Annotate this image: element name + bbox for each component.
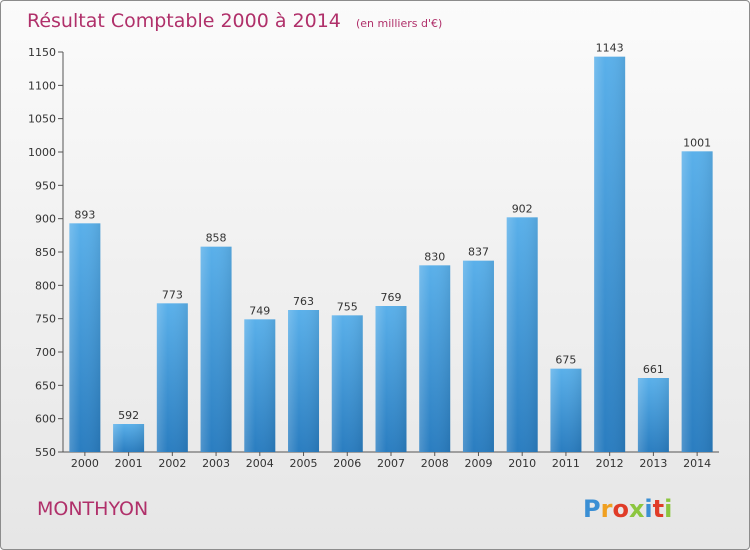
bar-value-label: 1143: [596, 42, 624, 55]
bar-value-label: 661: [643, 363, 664, 376]
bar-value-label: 1001: [683, 136, 711, 149]
logo-letter: i: [664, 495, 672, 523]
bar-shine-2010: [506, 217, 538, 452]
bar-value-label: 837: [468, 246, 489, 259]
x-tick-label: 2004: [246, 457, 274, 470]
y-tick-label: 1100: [28, 79, 56, 92]
x-tick-label: 2006: [333, 457, 361, 470]
y-tick-label: 550: [35, 446, 56, 459]
y-tick-label: 1050: [28, 113, 56, 126]
y-tick-label: 800: [35, 279, 56, 292]
bar-value-label: 749: [249, 304, 270, 317]
y-tick-label: 750: [35, 313, 56, 326]
logo-letter: o: [612, 495, 629, 523]
bar-value-label: 858: [206, 232, 227, 245]
logo-letter: x: [629, 495, 645, 523]
chart-title-main: Résultat Comptable 2000 à 2014: [27, 10, 341, 32]
bar-shine-2011: [550, 368, 582, 452]
bar-shine-2007: [375, 306, 407, 452]
y-tick-label: 1000: [28, 146, 56, 159]
x-tick-label: 2009: [464, 457, 492, 470]
x-tick-label: 2007: [377, 457, 405, 470]
town-name: MONTHYON: [37, 498, 148, 520]
bar-shine-2001: [113, 424, 145, 452]
y-tick-label: 700: [35, 346, 56, 359]
y-tick-label: 850: [35, 246, 56, 259]
bar-value-label: 830: [424, 250, 445, 263]
proxiti-logo: Proxiti: [583, 495, 672, 523]
y-tick-label: 1150: [28, 46, 56, 59]
x-axis: 2000 2001 2002 2003 2004 2005 2006 2007 2008 2009…: [63, 451, 719, 470]
chart-title-unit: (en milliers d'€): [356, 17, 442, 30]
y-tick-label: 600: [35, 413, 56, 426]
bar-shine-2000: [69, 223, 101, 452]
bar-shine-2005: [288, 310, 320, 452]
bar-value-label: 675: [555, 354, 576, 367]
logo-letter: i: [644, 495, 652, 523]
x-tick-label: 2013: [639, 457, 667, 470]
x-tick-label: 2011: [552, 457, 580, 470]
bar-shine-2003: [200, 246, 232, 452]
bar-value-label: 893: [74, 208, 95, 221]
y-tick-label: 900: [35, 213, 56, 226]
bar-shine-2008: [419, 265, 451, 452]
x-tick-label: 2012: [596, 457, 624, 470]
logo-letter: r: [601, 495, 613, 523]
x-tick-label: 2008: [421, 457, 449, 470]
bar-value-label: 763: [293, 295, 314, 308]
bar-value-label: 755: [337, 300, 358, 313]
bar-shine-2012: [594, 56, 626, 453]
bar-value-label: 769: [381, 291, 402, 304]
bar-shine-2006: [331, 315, 363, 452]
bar-shine-2002: [156, 303, 188, 452]
x-tick-label: 2014: [683, 457, 711, 470]
bar-shine-2009: [462, 260, 494, 452]
bar-value-label: 773: [162, 288, 183, 301]
bar-series: 893 592 773 858 749 763 755 769 830 837 902 675 1143…: [69, 42, 713, 453]
y-tick-label: 650: [35, 379, 56, 392]
bar-shine-2013: [637, 378, 669, 452]
bar-value-label: 592: [118, 409, 139, 422]
bar-shine-2014: [681, 151, 713, 453]
x-tick-label: 2010: [508, 457, 536, 470]
x-tick-label: 2001: [115, 457, 143, 470]
y-tick-label: 950: [35, 179, 56, 192]
x-tick-label: 2003: [202, 457, 230, 470]
bar-value-label: 902: [512, 202, 533, 215]
y-axis: 550 600 650 700 750 800 850 900 950 1000 1050 1100 1…: [28, 46, 64, 459]
x-tick-label: 2000: [71, 457, 99, 470]
chart-title: Résultat Comptable 2000 à 2014 (en milli…: [27, 10, 442, 32]
logo-letter: P: [583, 495, 601, 523]
logo-letter: t: [653, 495, 664, 523]
x-tick-label: 2002: [158, 457, 186, 470]
x-tick-label: 2005: [290, 457, 318, 470]
bar-shine-2004: [244, 319, 276, 452]
